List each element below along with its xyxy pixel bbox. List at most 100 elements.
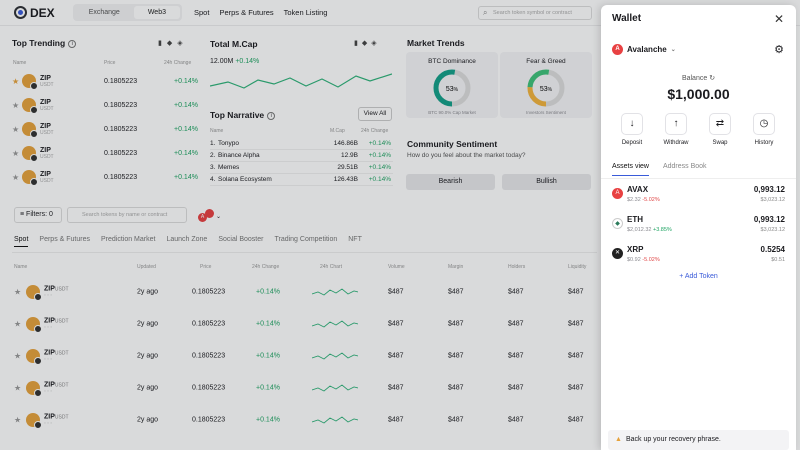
- divider: [601, 178, 796, 179]
- trending-filter-icons[interactable]: ▮◆◈: [158, 40, 188, 47]
- info-icon[interactable]: i: [267, 111, 276, 120]
- mcap-title: Total M.Cap: [210, 39, 258, 49]
- market-tab[interactable]: Trading Competition: [274, 236, 338, 243]
- star-icon[interactable]: ★: [14, 319, 22, 329]
- market-tabs: Spot Perps & Futures Prediction Market Laun…: [14, 236, 362, 247]
- narrative-name: Tonypo: [218, 140, 239, 147]
- market-header: Holders: [508, 264, 526, 270]
- market-tab[interactable]: Launch Zone: [166, 236, 208, 243]
- asset-row[interactable]: ✕ XRP $0.92 -5.02% 0.5254 $0.51: [612, 245, 785, 269]
- chain-icon: [205, 209, 214, 218]
- market-row[interactable]: ★ ZIPUSDT ◦ ◦ ◦ 2y ago 0.1805223 +0.14% …: [12, 308, 597, 340]
- tab-assets-view[interactable]: Assets view: [612, 163, 649, 176]
- trending-row[interactable]: ★ ZIP USDT 0.1805223 +0.14%: [12, 118, 198, 140]
- bearish-button[interactable]: Bearish: [406, 174, 495, 190]
- market-row[interactable]: ★ ZIPUSDT ◦ ◦ ◦ 2y ago 0.1805223 +0.14% …: [12, 276, 597, 308]
- narrative-row[interactable]: 2. Binance Alpha 12.9B +0.14%: [210, 150, 393, 162]
- fear-greed-value: 53%: [540, 86, 553, 93]
- star-icon[interactable]: ★: [14, 287, 22, 297]
- star-icon[interactable]: ★: [12, 148, 20, 158]
- narrative-row[interactable]: 4. Solana Ecosystem 126.43B +0.14%: [210, 174, 393, 186]
- sparkline: [312, 416, 358, 424]
- star-icon[interactable]: ★: [14, 351, 22, 361]
- view-all-button[interactable]: View All: [358, 107, 392, 121]
- market-tab[interactable]: NFT: [348, 236, 362, 243]
- star-icon[interactable]: ★: [12, 172, 20, 182]
- change: +0.14%: [256, 320, 280, 328]
- chain-dropdown[interactable]: A Avalanche ⌄: [612, 44, 676, 55]
- price: 0.1805223: [192, 416, 226, 424]
- narrative-row[interactable]: 3. Memes 29.51B +0.14%: [210, 162, 393, 174]
- holders: $487: [508, 320, 524, 328]
- trending-row[interactable]: ★ ZIP USDT 0.1805223 +0.14%: [12, 94, 198, 116]
- avalanche-icon: A: [198, 213, 207, 222]
- market-tab[interactable]: Perps & Futures: [39, 236, 90, 243]
- refresh-icon[interactable]: ↻: [709, 75, 716, 82]
- asset-row[interactable]: ◆ ETH $2,012.32 +3.85% 0,993.12 $3,023.1…: [612, 215, 785, 239]
- holders: $487: [508, 384, 524, 392]
- seg-web3[interactable]: Web3: [133, 6, 180, 19]
- backup-warning[interactable]: ▲ Back up your recovery phrase.: [608, 430, 789, 450]
- narrative-change: +0.14%: [368, 140, 391, 147]
- history-icon: ◷: [753, 113, 775, 135]
- mcap-chart-icons[interactable]: ▮◆◈: [354, 40, 381, 47]
- history-button[interactable]: ◷ History: [744, 113, 784, 146]
- nav-spot[interactable]: Spot: [194, 8, 210, 17]
- main-nav: Spot Perps & Futures Token Listing: [194, 8, 327, 17]
- chevron-down-icon: ⌄: [670, 47, 676, 53]
- filters-button[interactable]: ≡ Filters: 0: [14, 207, 62, 223]
- close-icon[interactable]: ✕: [773, 12, 784, 26]
- tab-address-book[interactable]: Address Book: [662, 163, 707, 170]
- asset-amount: 0,993.12: [753, 185, 785, 194]
- chain-name: Avalanche: [627, 45, 667, 54]
- deposit-button[interactable]: ↓ Deposit: [612, 113, 652, 146]
- bullish-button[interactable]: Bullish: [502, 174, 591, 190]
- token-tags: ◦ ◦ ◦: [44, 292, 53, 299]
- nav-token-listing[interactable]: Token Listing: [283, 8, 328, 17]
- updated: 2y ago: [137, 416, 159, 424]
- wallet-title: Wallet: [612, 13, 642, 24]
- star-icon[interactable]: ★: [14, 415, 22, 425]
- star-icon[interactable]: ★: [12, 124, 20, 134]
- asset-row[interactable]: A AVAX $2.32 -5.02% 0,993.12 $3,023.12: [612, 185, 785, 209]
- token-search-input[interactable]: Search tokens by name or contract: [67, 207, 187, 223]
- market-tab[interactable]: Prediction Market: [100, 236, 156, 243]
- star-icon[interactable]: ★: [12, 100, 20, 110]
- global-search-input[interactable]: Search token symbol or contract: [478, 6, 592, 20]
- asset-amount: 0.5254: [760, 245, 785, 254]
- narrative-row[interactable]: 1. Tonypo 146.86B +0.14%: [210, 138, 393, 150]
- swap-button[interactable]: ⇄ Swap: [700, 113, 740, 146]
- narrative-rank: 3.: [210, 164, 216, 171]
- change: +0.14%: [256, 352, 280, 360]
- chain-selector[interactable]: A ⌄: [198, 209, 221, 222]
- star-icon[interactable]: ★: [12, 76, 20, 86]
- market-tab[interactable]: Spot: [14, 236, 29, 247]
- star-icon[interactable]: ★: [14, 383, 22, 393]
- market-tab[interactable]: Social Booster: [218, 236, 264, 243]
- token-price: 0.1805223: [104, 101, 138, 109]
- margin: $487: [448, 320, 464, 328]
- btc-dominance-gauge: 53%: [433, 69, 471, 107]
- gear-icon[interactable]: ⚙: [774, 44, 784, 56]
- trending-row[interactable]: ★ ZIP USDT 0.1805223 +0.14%: [12, 70, 198, 92]
- avalanche-icon: A: [612, 44, 623, 55]
- token-quote: USDT: [40, 129, 54, 136]
- market-row[interactable]: ★ ZIPUSDT ◦ ◦ ◦ 2y ago 0.1805223 +0.14% …: [12, 372, 597, 404]
- trending-row[interactable]: ★ ZIP USDT 0.1805223 +0.14%: [12, 166, 198, 188]
- add-token-button[interactable]: + Add Token: [679, 273, 718, 280]
- btc-dominance-value: 53%: [446, 86, 459, 93]
- brand-logo[interactable]: DEX: [14, 6, 55, 20]
- market-row[interactable]: ★ ZIPUSDT ◦ ◦ ◦ 2y ago 0.1805223 +0.14% …: [12, 340, 597, 372]
- nav-perps[interactable]: Perps & Futures: [219, 8, 274, 17]
- narrative-header-change: 24h Change: [361, 128, 389, 134]
- asset-symbol: AVAX: [627, 185, 649, 194]
- market-row[interactable]: ★ ZIPUSDT ◦ ◦ ◦ 2y ago 0.1805223 +0.14% …: [12, 404, 597, 436]
- seg-exchange[interactable]: Exchange: [88, 9, 120, 16]
- trending-row[interactable]: ★ ZIP USDT 0.1805223 +0.14%: [12, 142, 198, 164]
- narrative-mcap: 12.9B: [341, 152, 358, 159]
- price: 0.1805223: [192, 352, 226, 360]
- info-icon[interactable]: i: [68, 39, 77, 48]
- narrative-change: +0.14%: [368, 176, 391, 183]
- withdraw-button[interactable]: ↑ Withdraw: [656, 113, 696, 146]
- btc-dominance-card: BTC Dominance 53% BTC 90.0% Cap Market: [406, 52, 498, 118]
